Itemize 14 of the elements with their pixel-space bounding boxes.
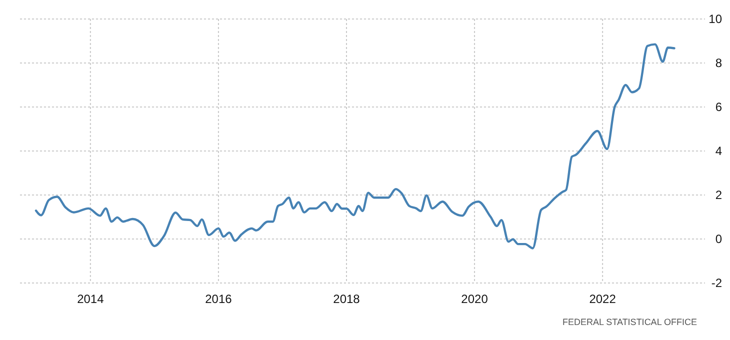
x-tick-label: 2016 — [205, 292, 232, 306]
text: FEDERAL STATISTICAL OFFICE — [562, 317, 697, 327]
y-tick-label: 6 — [715, 100, 722, 114]
line-series — [34, 43, 676, 250]
y-tick-label: 8 — [715, 56, 722, 70]
x-tick-label: 2022 — [589, 292, 616, 306]
x-tick-label: 2014 — [77, 292, 104, 306]
y-tick-label: 10 — [708, 12, 722, 26]
x-tick-label: 2020 — [461, 292, 488, 306]
y-tick-label: 4 — [715, 144, 722, 158]
y-tick-label: 0 — [715, 232, 722, 246]
y-tick-label: -2 — [711, 276, 722, 290]
x-tick-label: 2018 — [333, 292, 360, 306]
y-tick-label: 2 — [715, 188, 722, 202]
